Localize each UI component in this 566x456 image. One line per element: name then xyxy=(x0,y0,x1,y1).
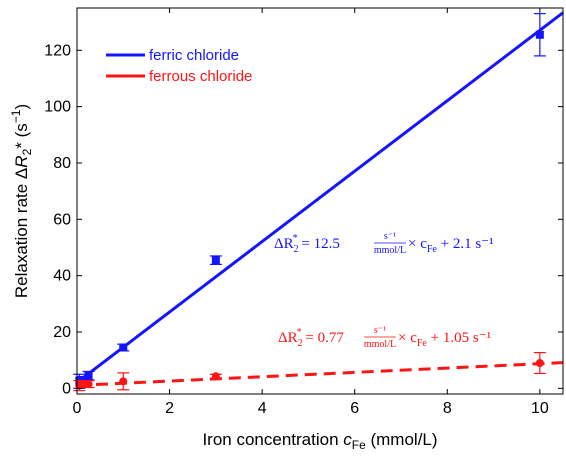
legend-label-ferrous: ferrous chloride xyxy=(149,68,252,85)
data-point xyxy=(211,372,220,381)
legend-label-ferric: ferric chloride xyxy=(149,47,239,64)
eq-ferric-left: ΔR2* = 12.5 xyxy=(274,233,340,255)
y-tick-label: 80 xyxy=(53,155,71,172)
eq-ferrous-frac-num: s⁻¹ xyxy=(374,325,386,336)
y-tick-label: 40 xyxy=(53,268,71,285)
fit-line-1 xyxy=(76,361,564,387)
x-axis-label-main: Iron concentration xyxy=(202,430,343,449)
data-point xyxy=(119,377,128,386)
eq-ferrous-right: × cFe + 1.05 s⁻¹ xyxy=(398,330,491,349)
y-axis-label-sup: −1 xyxy=(9,109,23,123)
equation-ferric: ΔR2* = 12.5 s⁻¹ mmol/L × cFe + 2.1 s⁻¹ xyxy=(274,231,494,256)
data-point xyxy=(119,343,128,352)
equation-ferrous: ΔR2* = 0.77 s⁻¹ mmol/L × cFe + 1.05 s⁻¹ xyxy=(278,325,491,350)
series-1 xyxy=(73,351,564,392)
eq-ferric-frac-num: s⁻¹ xyxy=(384,231,396,242)
data-point xyxy=(535,30,544,39)
data-point xyxy=(77,380,86,389)
y-axis-ticks: 0 20 40 60 80 100 120 xyxy=(44,42,563,397)
eq-ferric-right: × cFe + 2.1 s⁻¹ xyxy=(408,236,494,255)
legend: ferric chloride ferrous chloride xyxy=(106,47,252,85)
x-tick-label: 4 xyxy=(258,400,267,417)
y-axis-label-close: ) xyxy=(12,104,31,110)
y-tick-label: 120 xyxy=(44,42,71,59)
x-axis-label-var: c xyxy=(343,430,352,449)
x-tick-label: 10 xyxy=(531,400,549,417)
y-axis-label-var: R xyxy=(12,155,31,167)
x-tick-label: 6 xyxy=(350,400,359,417)
y-tick-label: 0 xyxy=(62,380,71,397)
x-tick-label: 2 xyxy=(165,400,174,417)
x-tick-label: 8 xyxy=(443,400,452,417)
eq-ferrous-frac-den: mmol/L xyxy=(364,339,396,350)
y-axis-label-sub: 2 xyxy=(20,148,34,155)
x-axis-label-sub: Fe xyxy=(352,438,366,452)
data-point xyxy=(84,380,93,389)
x-tick-label: 0 xyxy=(73,400,82,417)
y-axis-label-star: * xyxy=(12,142,31,149)
y-axis-label: Relaxation rate ΔR2* (s−1) xyxy=(9,104,34,298)
data-point xyxy=(211,256,220,265)
x-axis-ticks: 0 2 4 6 8 10 xyxy=(73,8,549,417)
y-tick-label: 100 xyxy=(44,99,71,116)
y-tick-label: 60 xyxy=(53,211,71,228)
x-axis-label: Iron concentration cFe (mmol/L) xyxy=(202,430,437,452)
eq-ferric-frac-den: mmol/L xyxy=(374,245,406,256)
y-axis-label-main: Relaxation rate xyxy=(12,179,31,298)
data-point xyxy=(535,359,544,368)
plot-area xyxy=(73,11,564,392)
x-axis-label-unit: (mmol/L) xyxy=(366,430,438,449)
y-tick-label: 20 xyxy=(53,324,71,341)
data-point xyxy=(84,371,93,380)
eq-ferrous-left: ΔR2* = 0.77 xyxy=(278,327,344,349)
fit-line-0 xyxy=(76,11,564,384)
y-axis-label-delta: Δ xyxy=(12,168,31,179)
y-axis-label-unit: (s xyxy=(12,123,31,142)
axes-frame xyxy=(76,7,564,395)
